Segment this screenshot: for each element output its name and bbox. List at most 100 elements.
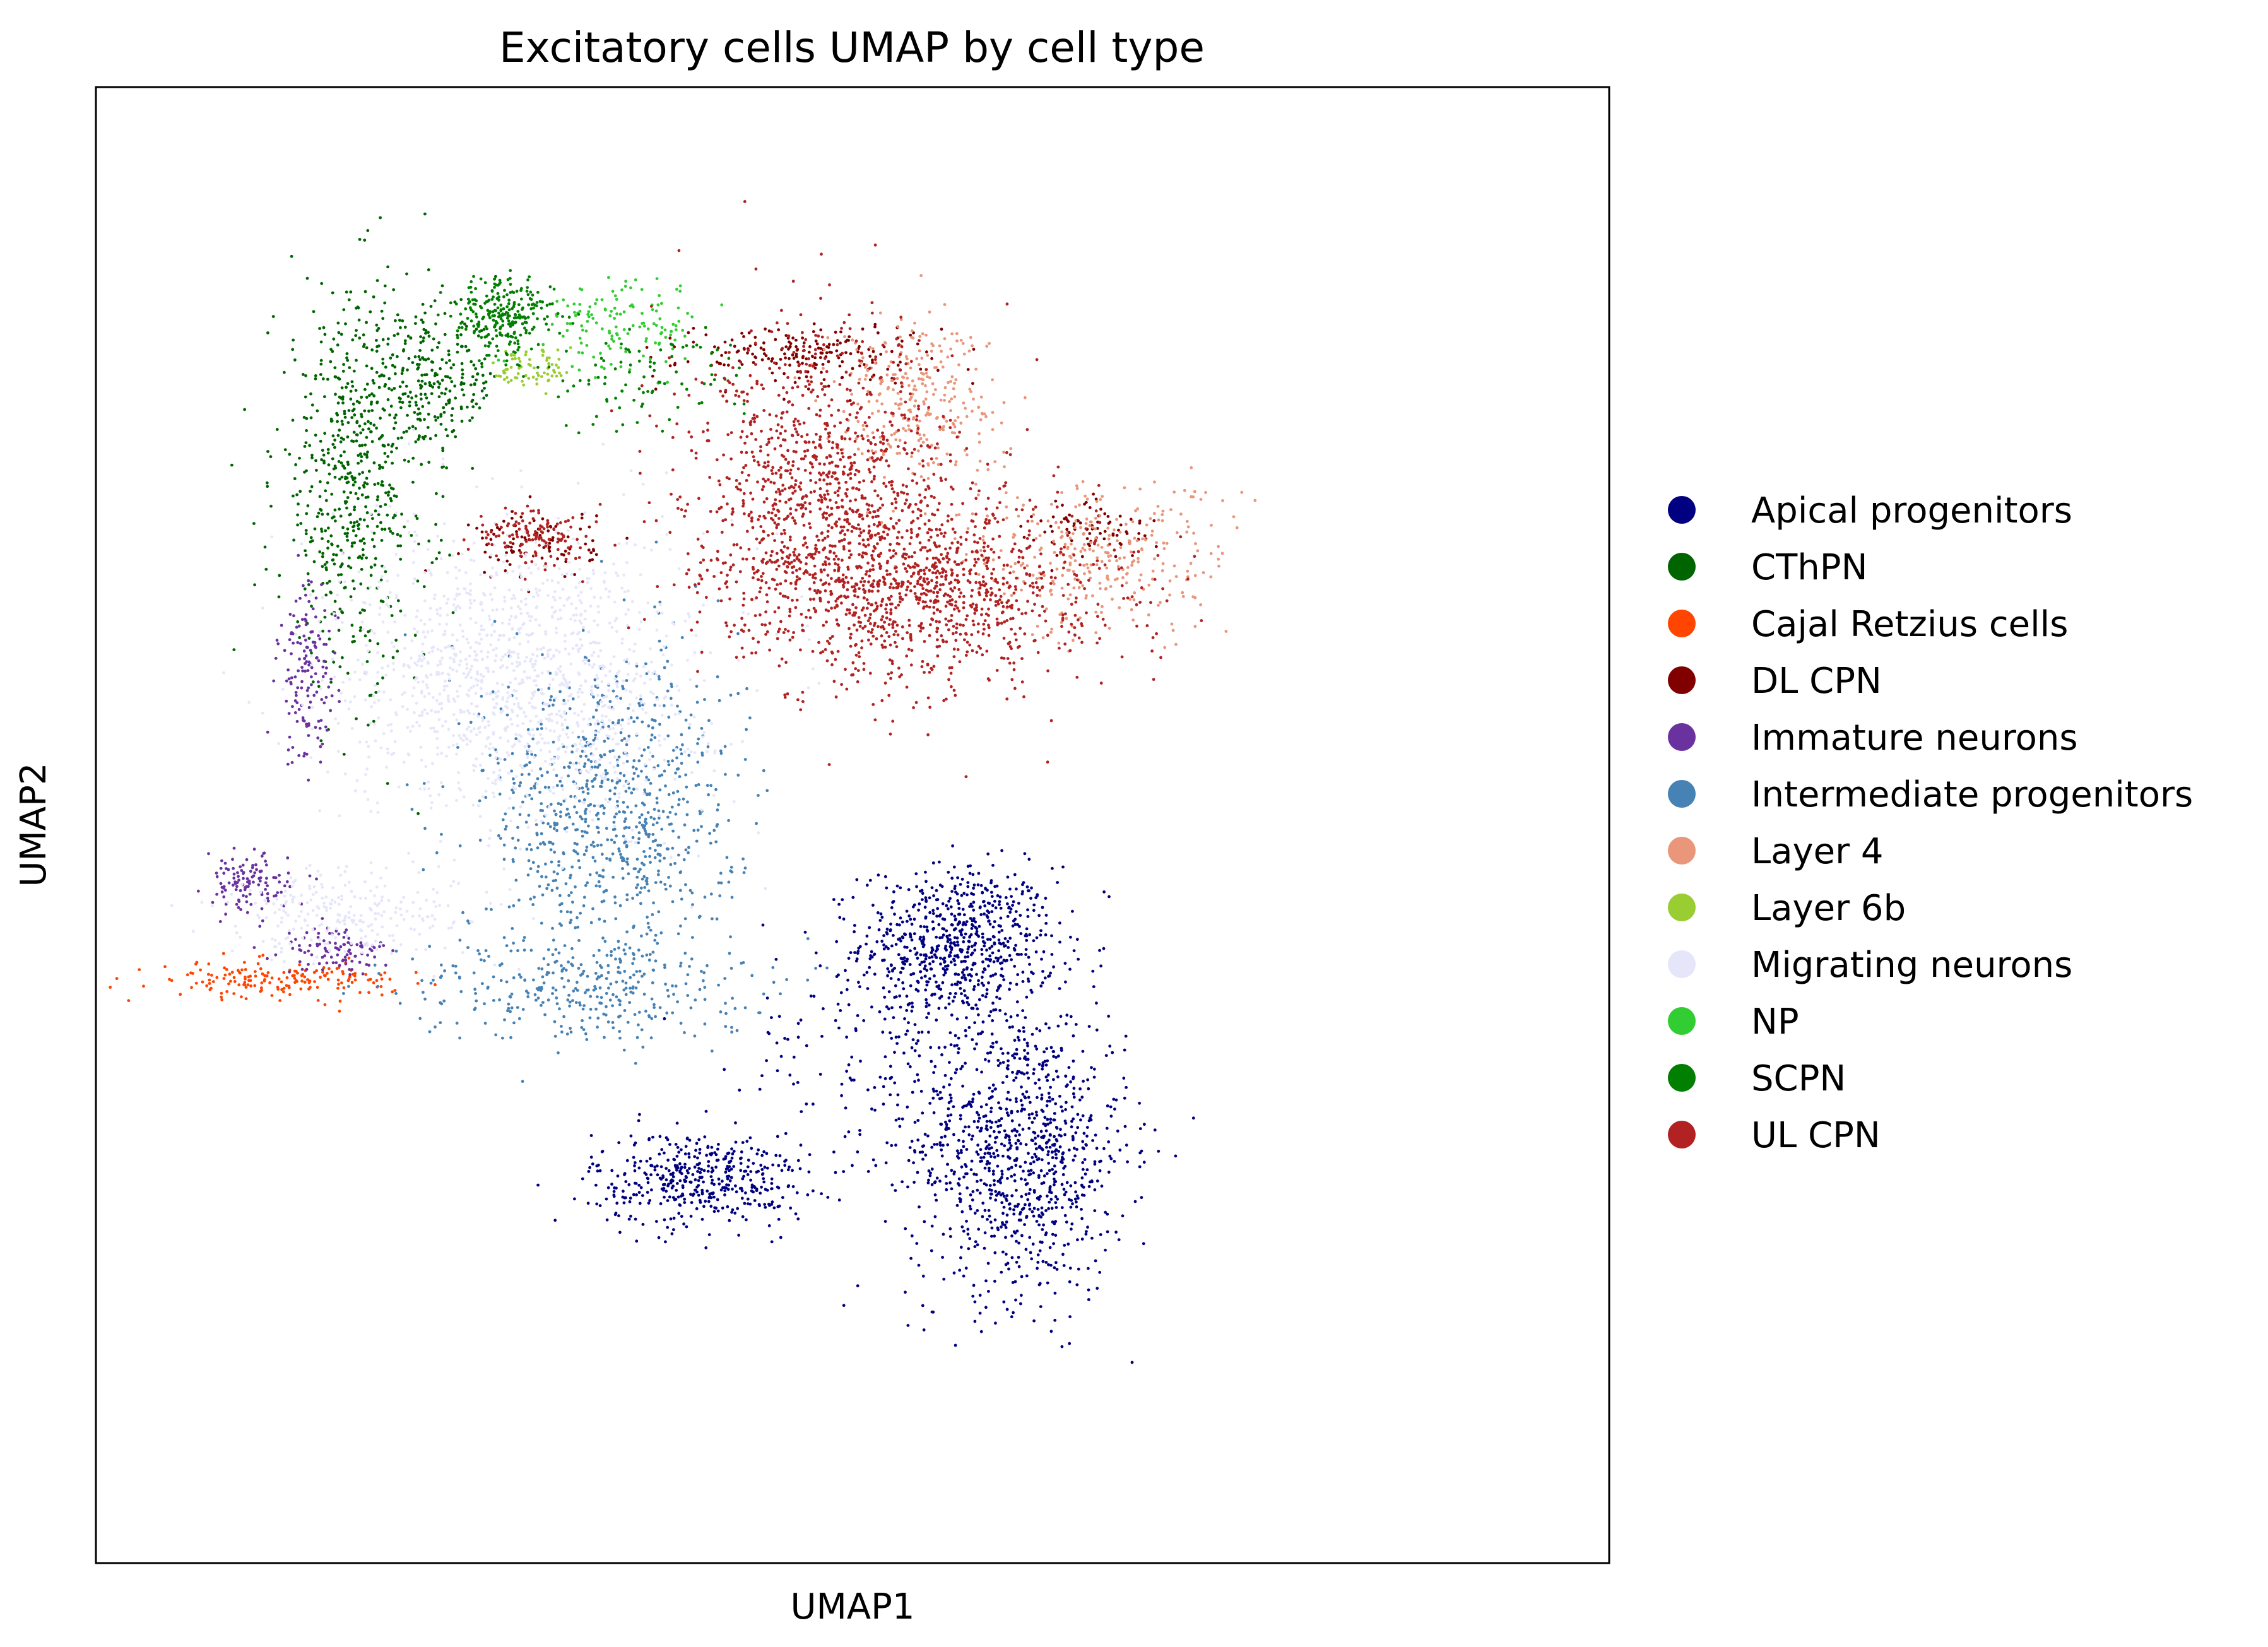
data-point <box>241 863 245 867</box>
data-point <box>494 274 497 278</box>
data-point <box>1017 1265 1021 1268</box>
data-point <box>858 985 861 989</box>
data-point <box>765 1059 768 1063</box>
data-point <box>339 565 343 569</box>
data-point <box>485 394 488 397</box>
data-point <box>293 969 297 973</box>
data-point <box>783 372 786 375</box>
data-point <box>298 944 301 947</box>
data-point <box>423 435 427 438</box>
data-point <box>825 351 829 355</box>
data-point <box>637 1191 641 1194</box>
data-point <box>1054 1261 1058 1265</box>
data-point <box>1020 953 1023 956</box>
data-point <box>186 973 189 977</box>
data-point <box>242 871 245 875</box>
data-point <box>306 669 310 673</box>
data-point <box>596 765 599 769</box>
data-point <box>374 509 377 512</box>
data-point <box>614 917 618 921</box>
data-point <box>593 678 597 682</box>
data-point <box>637 841 641 844</box>
data-point <box>511 516 514 520</box>
data-point <box>770 359 774 363</box>
data-point <box>617 1214 620 1217</box>
data-point <box>981 932 984 936</box>
data-point <box>1065 1022 1068 1025</box>
data-point <box>976 1119 980 1123</box>
data-point <box>548 541 552 545</box>
data-point <box>842 1170 846 1173</box>
data-point <box>598 885 601 888</box>
data-point <box>832 343 836 346</box>
data-point <box>612 820 616 824</box>
data-point <box>599 560 603 563</box>
data-point <box>700 1176 704 1179</box>
data-point <box>871 361 874 364</box>
data-point <box>163 965 167 969</box>
data-point <box>635 886 638 890</box>
data-point <box>1011 1070 1014 1074</box>
data-point <box>740 331 743 335</box>
data-point <box>1046 1099 1049 1103</box>
data-point <box>961 1000 964 1003</box>
series-cajal-retzius-cells <box>109 952 437 1013</box>
data-point <box>480 530 484 534</box>
data-point <box>1054 499 1058 503</box>
data-point <box>375 979 379 983</box>
data-point <box>434 418 438 422</box>
data-point <box>384 460 387 464</box>
data-point <box>957 912 960 916</box>
data-point <box>635 664 639 668</box>
data-point <box>747 1159 750 1162</box>
data-point <box>1004 1197 1008 1200</box>
data-point <box>1043 1116 1047 1119</box>
data-point <box>960 950 964 953</box>
data-point <box>351 338 355 341</box>
data-point <box>716 1209 720 1213</box>
data-point <box>971 873 975 877</box>
data-point <box>360 455 363 459</box>
data-point <box>916 1119 920 1122</box>
data-point <box>312 560 316 564</box>
data-point <box>323 954 326 958</box>
data-point <box>921 1304 924 1308</box>
data-point <box>719 752 723 755</box>
data-point <box>1044 1022 1048 1025</box>
data-point <box>1008 1138 1012 1142</box>
data-point <box>240 995 243 999</box>
data-point <box>1002 978 1006 981</box>
data-point <box>680 636 684 639</box>
data-point <box>960 1065 964 1068</box>
data-point <box>931 912 935 916</box>
data-point <box>703 895 707 899</box>
data-point <box>1098 1160 1101 1164</box>
data-point <box>375 329 379 333</box>
data-point <box>1117 528 1120 532</box>
data-point <box>569 891 573 894</box>
data-point <box>223 888 227 892</box>
data-point <box>1004 1236 1007 1239</box>
data-point <box>232 866 235 870</box>
data-point <box>969 1168 973 1171</box>
data-point <box>1008 936 1012 940</box>
data-point <box>240 869 244 872</box>
data-point <box>483 1002 486 1006</box>
data-point <box>853 930 856 933</box>
data-point <box>318 327 321 330</box>
data-point <box>651 374 654 378</box>
data-point <box>964 932 967 936</box>
data-point <box>899 1005 902 1009</box>
data-point <box>899 360 902 364</box>
data-point <box>346 538 350 542</box>
data-point <box>712 829 716 832</box>
data-point <box>418 384 422 387</box>
data-point <box>1015 1205 1019 1208</box>
data-point <box>942 973 946 977</box>
data-point <box>328 637 331 641</box>
data-point <box>652 901 655 905</box>
data-point <box>627 707 630 710</box>
data-point <box>1081 1049 1085 1053</box>
data-point <box>582 969 586 973</box>
data-point <box>687 331 690 334</box>
